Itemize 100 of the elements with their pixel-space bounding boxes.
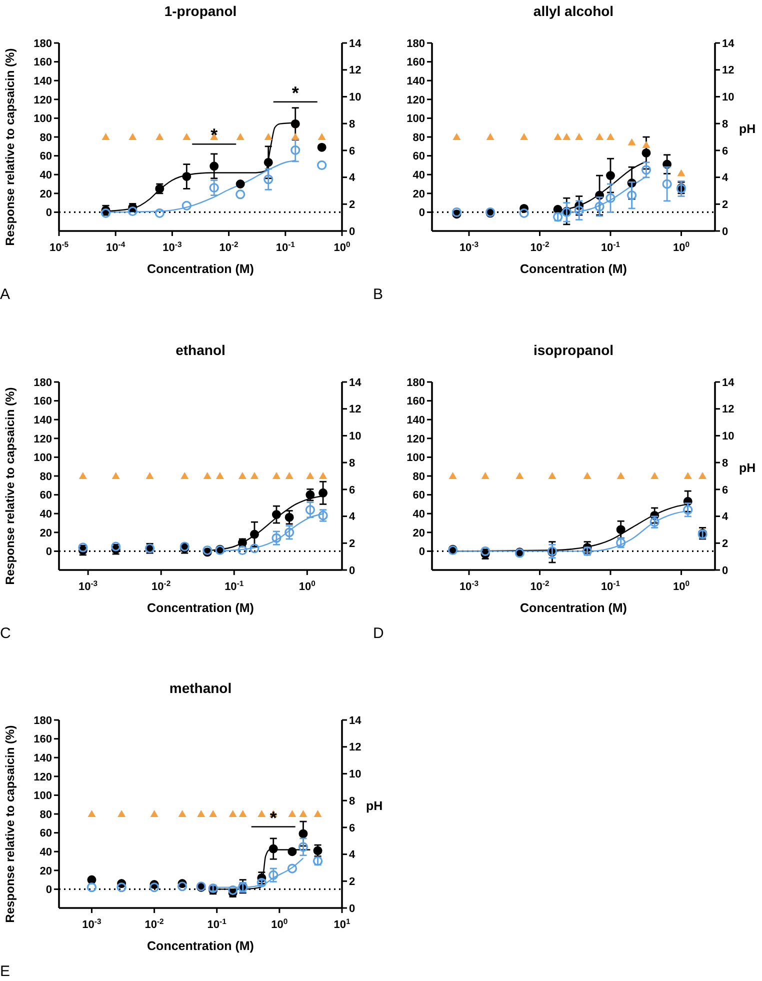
point (100, 208, 111, 218)
y2-tick-label: 12 (349, 64, 362, 77)
y-tick-label: 40 (412, 508, 425, 520)
y-tick-label: 100 (34, 452, 52, 464)
x-axis-title: Concentration (M) (147, 601, 254, 615)
y2-tick-label: 6 (349, 145, 356, 158)
y2-tick-label: 6 (722, 145, 728, 158)
y-tick-label: 0 (46, 546, 52, 558)
y2-tick-label: 2 (349, 198, 356, 211)
y-tick-label: 180 (34, 38, 52, 50)
y-tick-label: 40 (40, 169, 52, 182)
y2-tick-label: 8 (349, 118, 356, 130)
x-tick-label: 10$^{0}$ (672, 578, 690, 593)
y2-axis-title: pH (366, 799, 383, 814)
point (182, 172, 192, 181)
x-tick-label: 10$^{0}$ (672, 240, 690, 254)
y2-tick-label: 14 (722, 38, 736, 50)
y2-tick-label: 12 (349, 742, 362, 754)
y-tick-label: 100 (406, 452, 425, 464)
x-tick-label: 10$^{-2}$ (152, 578, 171, 593)
annotation: * (292, 82, 299, 103)
y2-tick-label: 8 (722, 118, 728, 130)
y-tick-label: 20 (40, 188, 52, 200)
x-tick-label: 10$^{-2}$ (144, 916, 164, 931)
y-tick-label: 40 (40, 846, 52, 858)
x-tick-label: 10$^{0}$ (298, 578, 316, 593)
y-tick-label: 80 (40, 132, 52, 144)
y-tick-label: 80 (40, 808, 52, 821)
y-tick-label: 120 (34, 771, 52, 784)
x-tick-label: 10$^{-1}$ (207, 916, 228, 931)
y2-tick-label: 0 (349, 902, 356, 915)
x-tick-label: 10$^{-3}$ (459, 578, 479, 593)
y2-tick-label: 4 (349, 849, 356, 862)
y2-tick-label: 14 (349, 38, 362, 50)
point (209, 182, 219, 193)
y2-tick-label: 8 (349, 457, 356, 470)
point (128, 206, 138, 216)
y2-tick-label: 8 (349, 795, 356, 808)
x-tick-label: 10$^{-2}$ (219, 240, 238, 254)
y2-tick-label: 6 (349, 484, 356, 496)
y-tick-label: 60 (40, 150, 52, 163)
y-tick-label: 180 (34, 376, 52, 389)
point (290, 145, 300, 155)
y-tick-label: 160 (34, 734, 52, 746)
y-tick-label: 60 (40, 490, 52, 502)
y2-tick-label: 0 (722, 564, 728, 577)
x-tick-label: 10$^{-2}$ (530, 240, 550, 254)
y-tick-label: 180 (406, 38, 425, 50)
x-tick-label: 10$^{-3}$ (82, 916, 102, 931)
y-tick-label: 100 (34, 113, 52, 126)
y2-tick-label: 6 (722, 484, 728, 496)
x-tick-label: 10$^{-1}$ (600, 578, 621, 593)
text: B (373, 286, 384, 303)
y-tick-label: 100 (406, 113, 425, 126)
y-tick-label: 20 (412, 527, 425, 540)
y2-tick-label: 2 (349, 876, 356, 888)
y-tick-label: 160 (406, 56, 425, 69)
point (154, 208, 164, 218)
y-tick-label: 0 (46, 884, 52, 896)
y-tick-label: 0 (418, 207, 425, 220)
x-tick-label: 10$^{-5}$ (49, 240, 70, 254)
y2-axis-title: pH (739, 461, 756, 476)
y2-tick-label: 4 (349, 172, 356, 184)
y-tick-label: 80 (40, 470, 52, 483)
y-tick-label: 60 (412, 490, 425, 502)
x-axis-title: Concentration (M) (520, 262, 627, 276)
chart-title: ethanol (176, 342, 226, 358)
y-tick-label: 40 (412, 169, 425, 182)
y-tick-label: 20 (40, 865, 52, 878)
y-axis-title: Response relative to capsaicin (%) (3, 725, 17, 923)
y2-tick-label: 4 (722, 172, 729, 184)
y2-tick-label: 14 (349, 714, 362, 727)
x-tick-label: 10$^{0}$ (334, 240, 350, 254)
chart-title: isopropanol (533, 342, 614, 358)
y2-tick-label: 14 (722, 376, 736, 389)
point (210, 162, 219, 171)
y-tick-label: 120 (406, 433, 425, 446)
text: D (373, 625, 384, 642)
x-tick-label: 10$^{-1}$ (600, 240, 621, 254)
x-tick-label: 10$^{-3}$ (162, 240, 182, 254)
x-axis-title: Concentration (M) (147, 262, 254, 276)
point (236, 190, 246, 200)
annotation: * (210, 125, 218, 146)
y2-tick-label: 2 (722, 538, 728, 550)
point (317, 160, 327, 170)
y-tick-label: 140 (406, 414, 425, 426)
y-tick-label: 80 (412, 132, 425, 144)
y2-tick-label: 10 (349, 92, 362, 104)
y-tick-label: 140 (34, 414, 52, 426)
x-tick-label: 10$^{-2}$ (530, 578, 550, 593)
y2-tick-label: 12 (722, 64, 734, 77)
point (182, 200, 192, 210)
x-tick-label: 10$^{1}$ (334, 916, 351, 931)
y-tick-label: 20 (40, 527, 52, 540)
y-tick-label: 160 (34, 396, 52, 408)
y2-tick-label: 8 (722, 457, 728, 470)
point (683, 505, 693, 515)
point (317, 142, 326, 152)
y2-tick-label: 10 (349, 768, 362, 781)
y-tick-label: 60 (412, 150, 425, 163)
